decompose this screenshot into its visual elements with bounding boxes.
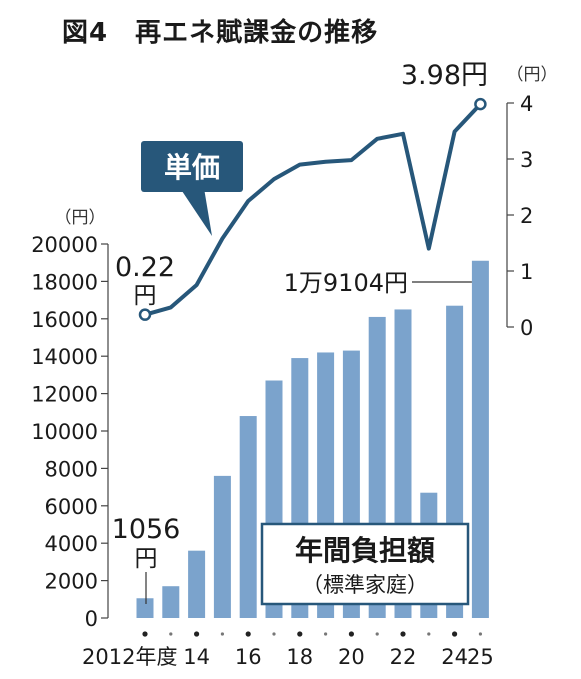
x-tick-dot — [478, 632, 482, 636]
line-legend-box — [141, 141, 243, 192]
bar-start-value-label: 1056 — [112, 514, 181, 545]
left-tick-label: 6000 — [45, 495, 98, 519]
line-endpoint-marker — [474, 97, 487, 111]
bar-legend-box — [260, 522, 470, 606]
x-tick-dot — [220, 632, 224, 636]
left-tick-label: 0 — [85, 607, 98, 631]
chart-title: 図4 再エネ賦課金の推移 — [62, 18, 379, 48]
bar — [136, 598, 154, 618]
x-tick-label: 16 — [235, 645, 262, 669]
bar — [213, 475, 231, 618]
x-tick-label: 2012年度 — [82, 645, 177, 669]
bar — [239, 416, 257, 618]
right-tick-label: 3 — [520, 148, 533, 172]
left-tick-label: 2000 — [45, 570, 98, 594]
x-tick-label: 20 — [338, 645, 365, 669]
right-axis-unit: （円） — [507, 65, 558, 85]
x-tick-label: 24 — [441, 645, 468, 669]
bar-legend-title: 年間負担額 — [295, 534, 435, 567]
x-tick-dot — [272, 632, 276, 636]
left-tick-label: 18000 — [31, 270, 98, 294]
x-tick-dot — [297, 631, 303, 637]
bar-legend-subtitle: （標準家庭） — [302, 573, 428, 597]
x-tick-label: 25 — [467, 645, 494, 669]
x-axis: 2012年度 14 16 18 20 22 24 25 — [82, 631, 494, 669]
bar — [188, 550, 206, 618]
x-tick-label: 18 — [286, 645, 313, 669]
x-tick-dot — [245, 631, 251, 637]
right-axis: 0 1 2 3 4 （円） — [506, 65, 558, 340]
x-tick-dot — [375, 632, 379, 636]
x-tick-dot — [427, 632, 431, 636]
left-tick-label: 8000 — [45, 457, 98, 481]
x-tick-dot — [169, 632, 173, 636]
left-tick-label: 4000 — [45, 532, 98, 556]
bar — [162, 586, 180, 618]
left-tick-label: 16000 — [31, 308, 98, 332]
left-axis: 0 2000 4000 6000 8000 10000 12000 14000 16000 180… — [31, 208, 109, 631]
x-tick-label: 14 — [183, 645, 210, 669]
x-tick-dot — [452, 631, 458, 637]
line-end-value-label: 3.98円 — [401, 60, 488, 91]
line-series: 単価 — [138, 97, 487, 321]
x-tick-label: 22 — [390, 645, 417, 669]
right-tick-label: 0 — [520, 316, 533, 340]
bar — [471, 260, 489, 618]
line-start-unit-label: 円 — [134, 283, 157, 309]
bar-series: 年間負担額 （標準家庭） — [136, 260, 489, 618]
bar-end-value-label: 1万9104円 — [284, 269, 408, 297]
line-endpoint-marker — [138, 308, 152, 321]
line-legend-label: 単価 — [164, 151, 220, 184]
right-tick-label: 4 — [520, 92, 533, 116]
x-tick-dot — [194, 631, 200, 637]
line-start-value-label: 0.22 — [115, 252, 175, 283]
left-tick-label: 12000 — [31, 383, 98, 407]
left-tick-label: 20000 — [31, 233, 98, 257]
right-tick-label: 2 — [520, 204, 533, 228]
bar-start-unit-label: 円 — [135, 546, 158, 572]
x-tick-dot — [142, 631, 148, 637]
x-tick-dot — [348, 631, 354, 637]
left-tick-label: 10000 — [31, 420, 98, 444]
line-legend-pointer — [180, 188, 212, 236]
price-line — [143, 102, 483, 317]
right-tick-label: 1 — [520, 260, 533, 284]
x-tick-dot — [324, 632, 328, 636]
left-axis-unit: （円） — [55, 208, 106, 228]
left-tick-label: 14000 — [31, 345, 98, 369]
x-tick-dot — [400, 631, 406, 637]
